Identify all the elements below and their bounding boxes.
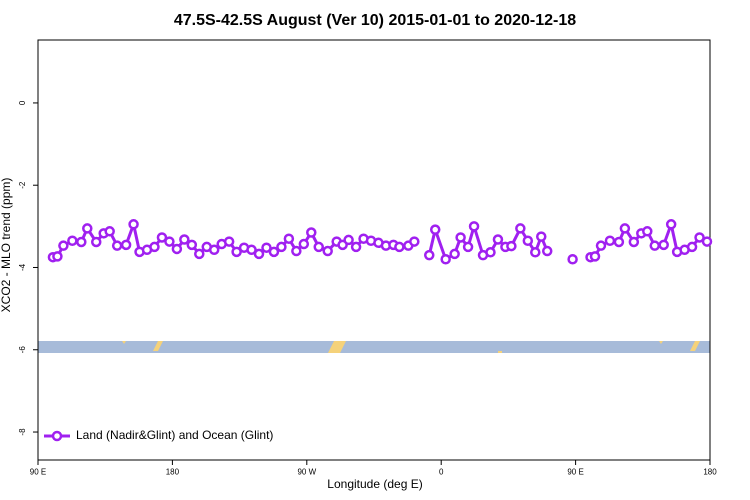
plot-frame xyxy=(37,39,711,461)
data-point xyxy=(455,232,466,243)
data-point xyxy=(522,235,534,246)
data-point xyxy=(156,232,168,243)
data-point xyxy=(276,241,287,253)
data-point xyxy=(253,248,265,260)
x-tick-label: 180 xyxy=(703,468,717,477)
data-point xyxy=(649,240,660,251)
data-point xyxy=(424,249,435,261)
data-point xyxy=(350,241,362,253)
data-point xyxy=(541,245,553,257)
data-point xyxy=(468,221,480,232)
data-point xyxy=(120,239,132,251)
legend-label: Land (Nadir&Glint) and Ocean (Glint) xyxy=(76,428,273,442)
data-point xyxy=(164,236,175,247)
data-point xyxy=(628,236,640,248)
x-tick-label: 90 W xyxy=(297,468,316,477)
y-tick-label: 0 xyxy=(18,100,27,105)
data-point xyxy=(485,247,496,258)
data-point xyxy=(52,251,63,262)
data-point xyxy=(90,236,102,248)
data-point xyxy=(409,236,420,247)
legend-marker xyxy=(51,430,63,442)
chart-title: 47.5S-42.5S August (Ver 10) 2015-01-01 t… xyxy=(174,12,576,29)
y-tick-label: -4 xyxy=(18,263,27,271)
data-point xyxy=(619,223,631,234)
data-point xyxy=(343,234,354,246)
data-point xyxy=(268,246,280,258)
data-point xyxy=(440,254,451,265)
data-point xyxy=(111,240,123,251)
data-point xyxy=(686,241,698,253)
data-point xyxy=(604,235,616,246)
data-point xyxy=(179,234,190,245)
y-tick-label: -8 xyxy=(18,428,27,436)
data-point xyxy=(208,244,220,256)
data-point xyxy=(322,245,333,257)
data-point xyxy=(595,240,607,251)
x-tick-label: 90 E xyxy=(567,468,583,477)
data-point xyxy=(462,241,474,253)
data-point xyxy=(149,241,160,253)
data-point xyxy=(530,247,541,258)
data-point xyxy=(194,248,205,260)
data-point xyxy=(291,245,302,257)
data-point xyxy=(246,244,257,256)
x-tick-label: 180 xyxy=(166,468,180,477)
data-point xyxy=(506,240,517,252)
data-point xyxy=(104,226,115,237)
data-point xyxy=(223,236,235,247)
data-point xyxy=(536,231,547,242)
data-point xyxy=(429,224,441,235)
data-point xyxy=(128,219,139,230)
data-point xyxy=(82,223,93,234)
data-point xyxy=(449,248,460,260)
surface-band xyxy=(38,341,710,353)
y-tick-label: -2 xyxy=(18,181,27,189)
data-point xyxy=(231,246,242,258)
data-point xyxy=(492,234,504,245)
data-point xyxy=(642,226,653,237)
x-tick-label: 0 xyxy=(439,468,444,477)
data-point xyxy=(76,236,87,248)
data-point xyxy=(261,242,272,253)
data-point xyxy=(186,239,198,251)
data-point xyxy=(589,251,601,262)
data-point xyxy=(171,243,183,255)
data-point xyxy=(306,227,317,238)
data-point xyxy=(658,239,669,251)
data-point xyxy=(58,240,69,251)
y-tick-label: -6 xyxy=(18,346,27,354)
data-point xyxy=(665,219,677,230)
x-tick-label: 90 E xyxy=(30,468,46,477)
data-point xyxy=(298,238,310,250)
data-point xyxy=(283,233,295,244)
data-point xyxy=(67,235,78,246)
y-axis-label: XCO2 - MLO trend (ppm) xyxy=(0,178,13,313)
data-point xyxy=(613,236,625,248)
data-point xyxy=(567,254,578,265)
data-point xyxy=(313,241,324,253)
data-point xyxy=(701,236,713,247)
data-point xyxy=(394,241,405,253)
data-point xyxy=(694,232,705,243)
x-axis-label: Longitude (deg E) xyxy=(327,477,422,491)
data-point xyxy=(515,223,526,234)
